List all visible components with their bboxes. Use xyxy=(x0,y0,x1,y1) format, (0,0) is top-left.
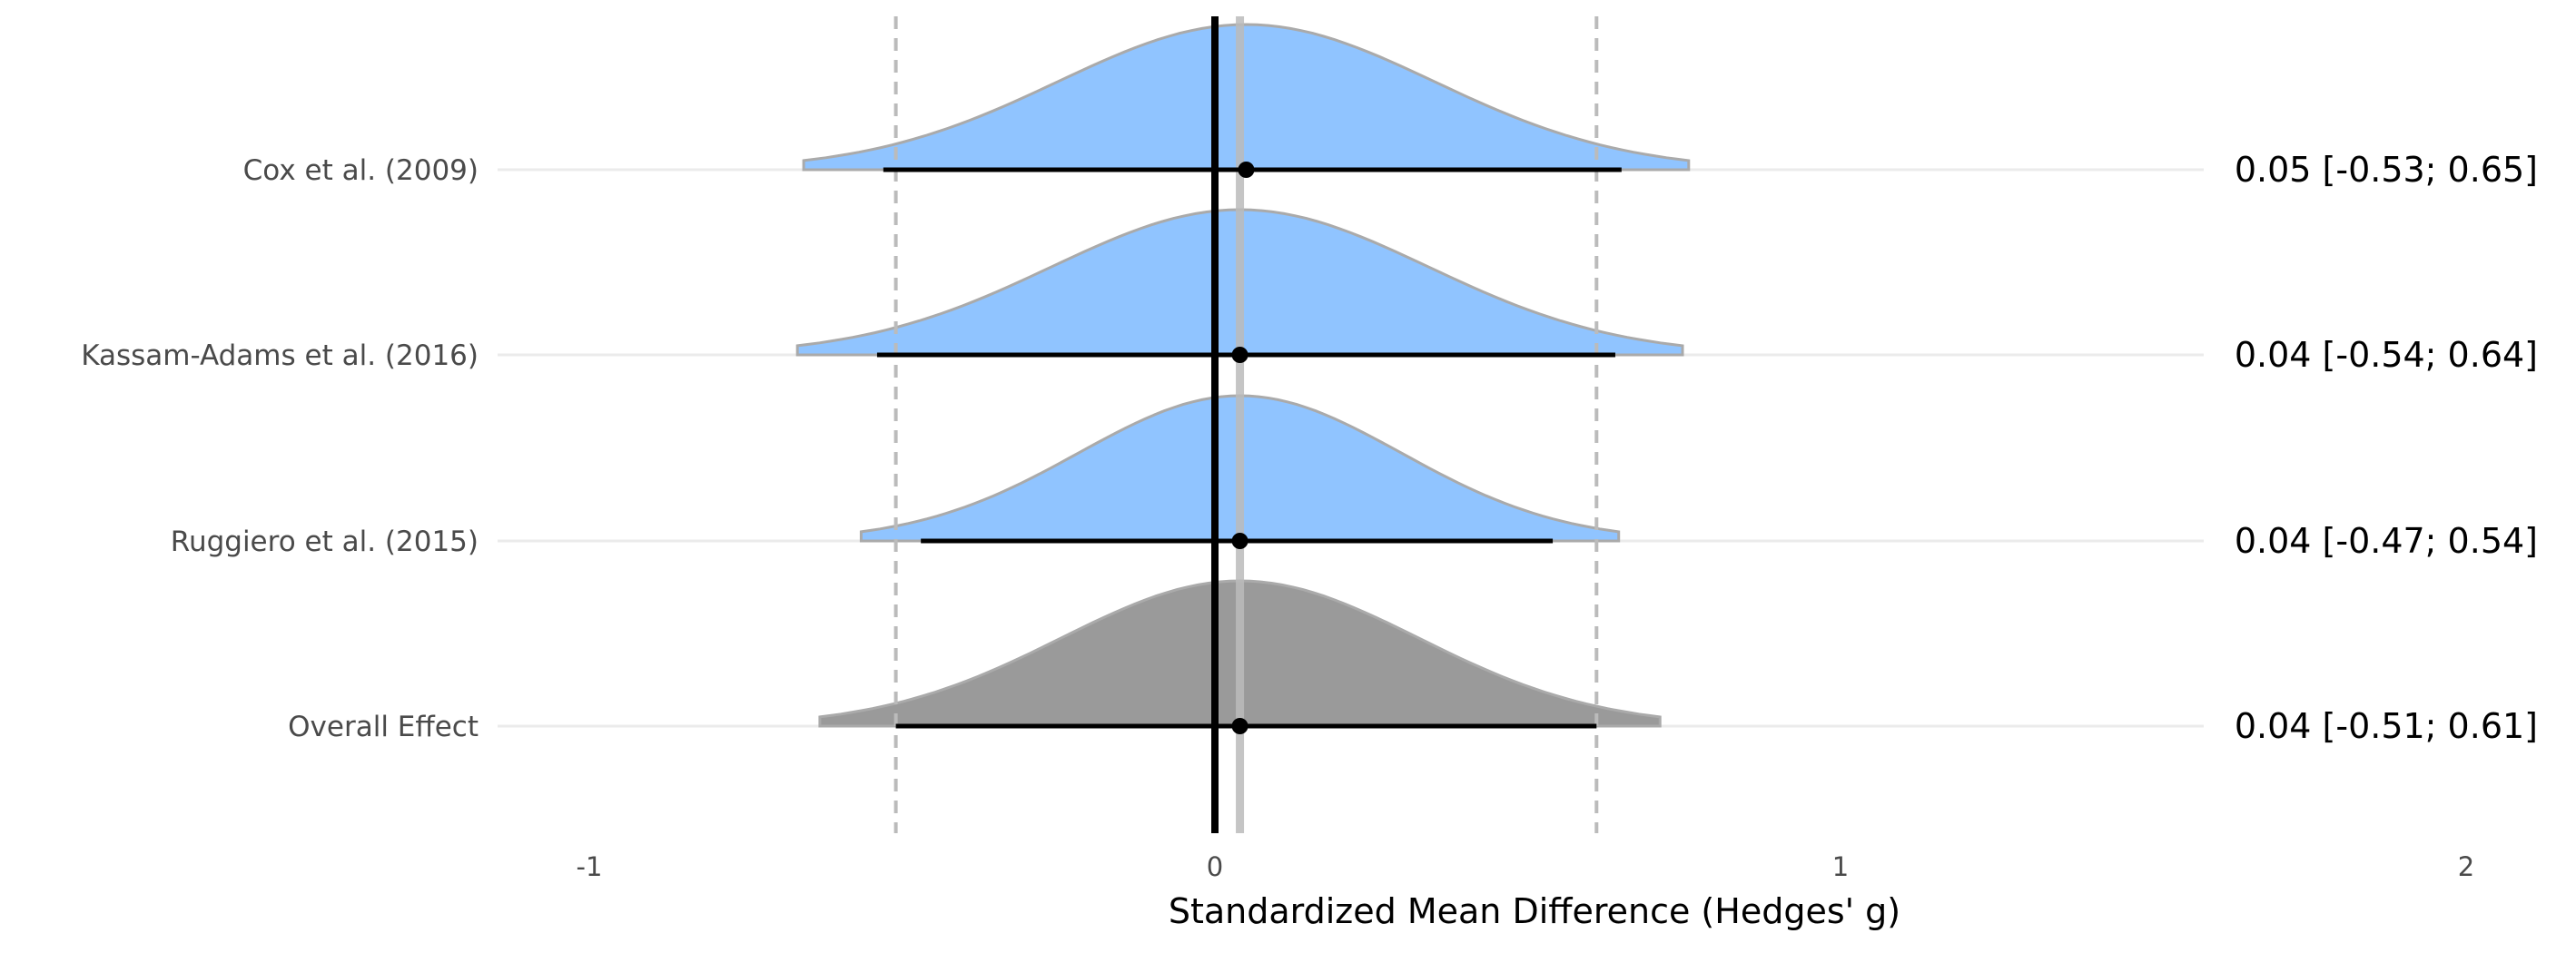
x-axis-title: Standardized Mean Difference (Hedges' g) xyxy=(1169,891,1900,931)
estimate-label: 0.05 [-0.53; 0.65] xyxy=(2235,150,2538,190)
study-density xyxy=(802,23,1691,172)
point-estimate xyxy=(1238,162,1255,178)
point-estimate xyxy=(1231,533,1249,549)
study-label: Kassam-Adams et al. (2016) xyxy=(81,339,479,372)
x-tick-label: 0 xyxy=(1207,851,1223,882)
x-tick-label: -1 xyxy=(577,851,603,882)
estimate-label: 0.04 [-0.47; 0.54] xyxy=(2235,521,2538,561)
point-estimate xyxy=(1231,347,1249,363)
x-axis-ticks: -1 0 1 2 xyxy=(577,851,2475,882)
estimate-label: 0.04 [-0.51; 0.61] xyxy=(2235,706,2538,746)
reference-lines xyxy=(893,16,1599,833)
study-labels: Cox et al. (2009) Kassam-Adams et al. (20… xyxy=(81,154,479,743)
estimate-label: 0.04 [-0.54; 0.64] xyxy=(2235,335,2538,375)
x-tick-label: 1 xyxy=(1832,851,1849,882)
study-label: Overall Effect xyxy=(288,711,479,743)
x-tick-label: 2 xyxy=(2458,851,2474,882)
study-label: Cox et al. (2009) xyxy=(243,154,479,187)
study-label: Ruggiero et al. (2015) xyxy=(171,526,479,558)
estimate-labels: 0.05 [-0.53; 0.65] 0.04 [-0.54; 0.64] 0.04… xyxy=(2235,150,2538,746)
point-estimate xyxy=(1231,718,1249,734)
point-estimates xyxy=(1231,162,1255,734)
